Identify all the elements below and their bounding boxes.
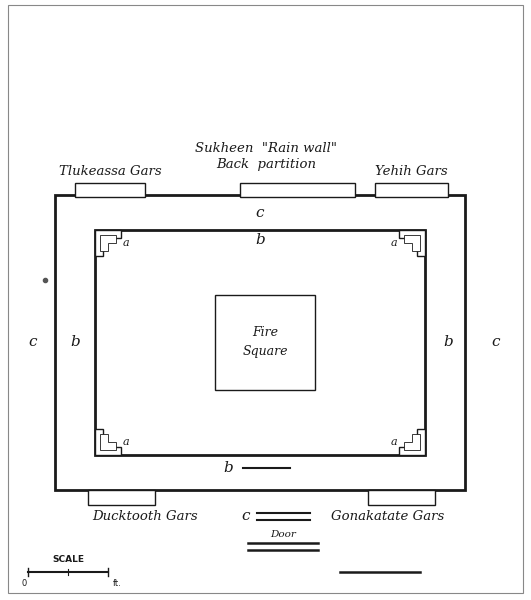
Text: ft.: ft. <box>113 579 122 588</box>
Bar <box>368 490 435 505</box>
Polygon shape <box>95 230 121 256</box>
Bar <box>375 183 448 197</box>
Text: Gonakatate Gars: Gonakatate Gars <box>331 509 444 523</box>
Bar <box>95 230 425 455</box>
Text: Sukheen  "Rain wall": Sukheen "Rain wall" <box>195 142 337 155</box>
Bar <box>88 490 155 505</box>
Text: Yehih Gars: Yehih Gars <box>375 165 447 178</box>
Bar <box>240 183 355 197</box>
Text: a: a <box>123 437 130 447</box>
Bar <box>215 295 315 390</box>
Polygon shape <box>399 230 425 256</box>
Text: c: c <box>256 206 264 220</box>
Text: a: a <box>390 238 397 248</box>
Polygon shape <box>404 434 421 451</box>
Text: a: a <box>390 437 397 447</box>
Polygon shape <box>100 434 116 451</box>
Text: b: b <box>255 233 265 247</box>
Text: a: a <box>123 238 130 248</box>
Text: c: c <box>29 335 37 349</box>
Polygon shape <box>404 235 421 251</box>
Polygon shape <box>100 235 116 251</box>
Text: b: b <box>70 335 80 349</box>
Text: c: c <box>492 335 500 349</box>
Text: b: b <box>443 335 453 349</box>
Text: Tlukeassa Gars: Tlukeassa Gars <box>59 165 161 178</box>
Text: Door: Door <box>270 530 296 539</box>
Text: Back  partition: Back partition <box>216 158 316 171</box>
Polygon shape <box>399 429 425 455</box>
Polygon shape <box>95 429 121 455</box>
Text: c: c <box>242 509 250 523</box>
Bar <box>75 183 145 197</box>
Text: Ducktooth Gars: Ducktooth Gars <box>92 509 198 523</box>
Text: Fire
Square: Fire Square <box>242 326 288 358</box>
Bar <box>55 195 465 490</box>
Text: b: b <box>223 461 233 475</box>
Text: SCALE: SCALE <box>52 555 84 564</box>
Text: 0: 0 <box>21 579 27 588</box>
